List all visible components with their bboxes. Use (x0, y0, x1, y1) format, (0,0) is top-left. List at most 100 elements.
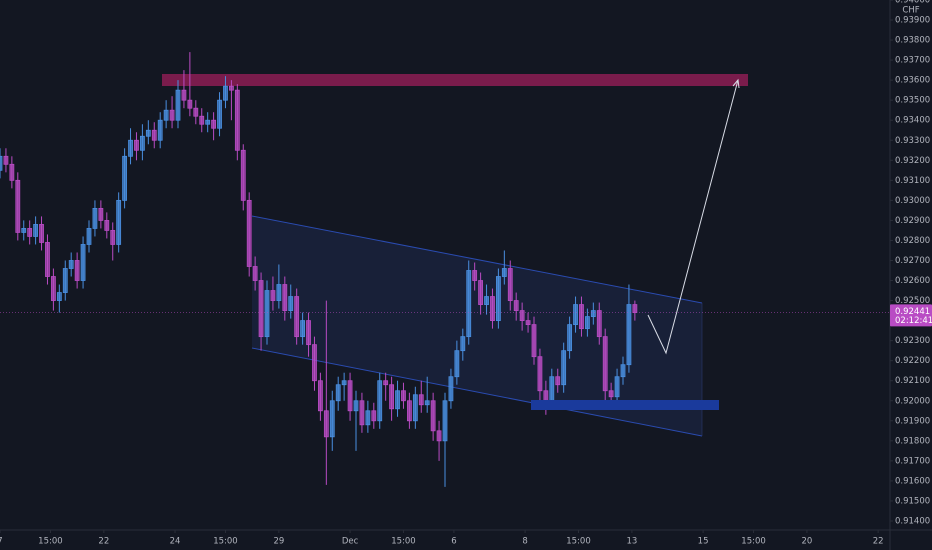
candle-body (519, 310, 525, 322)
countdown-label: 02:12:41 (895, 316, 932, 326)
candle-body (181, 89, 187, 101)
y-tick-label: 0.92300 (895, 336, 930, 346)
y-tick-label: 0.93700 (895, 56, 930, 66)
candle-body (234, 89, 240, 151)
y-tick-label: 0.93400 (895, 116, 930, 126)
candle-body (495, 276, 501, 322)
candle-body (9, 163, 15, 181)
x-tick-label: 15 (698, 537, 709, 547)
candle-body (389, 384, 395, 410)
candle-body (211, 119, 217, 129)
candle-body (80, 244, 86, 281)
x-tick-label: 22 (873, 537, 884, 547)
y-tick-label: 0.93500 (895, 96, 930, 106)
candle-body (454, 350, 460, 378)
candle-body (56, 292, 62, 301)
candle-body (525, 320, 531, 326)
y-tick-label: 0.92600 (895, 276, 930, 286)
candle-body (62, 268, 68, 293)
candle-body (602, 336, 608, 392)
candle-body (45, 242, 50, 277)
channel-fill (252, 216, 702, 436)
candle-body (86, 228, 92, 245)
candle-body (555, 376, 561, 386)
candle-body (406, 400, 412, 422)
candle-body (448, 376, 454, 402)
candle-body (365, 410, 371, 426)
candle-body (531, 324, 537, 358)
candle-body (175, 89, 181, 121)
candle-body (626, 304, 632, 366)
x-tick-label: 15:00 (391, 537, 416, 547)
x-tick-label: 24 (170, 537, 181, 547)
candle-body (312, 344, 317, 382)
candle-body (335, 384, 341, 402)
candle-body (68, 260, 74, 269)
candle-body (27, 228, 33, 237)
time-axis (0, 530, 890, 550)
candle-body (567, 324, 572, 352)
candle-body (199, 115, 205, 125)
x-tick-label: 6 (451, 537, 456, 547)
candle-body (104, 220, 110, 231)
candle-body (157, 119, 163, 141)
x-tick-label: 15:00 (741, 537, 766, 547)
candle-body (501, 268, 507, 277)
candle-body (0, 155, 3, 171)
candle-body (300, 320, 306, 338)
candle-body (329, 400, 335, 438)
overlays (0, 78, 890, 410)
x-tick-label: 20 (802, 537, 813, 547)
candle-body (561, 350, 567, 386)
y-tick-label: 0.93100 (895, 176, 930, 186)
x-tick-label: 8 (522, 537, 527, 547)
x-tick-label: Dec (342, 537, 359, 547)
candle-body (585, 316, 590, 330)
candle-body (288, 296, 294, 311)
candle-body (258, 280, 264, 338)
candle-body (490, 296, 495, 322)
candle-body (579, 304, 584, 330)
candle-body (33, 224, 38, 237)
candle-body (537, 356, 543, 392)
candle-body (412, 394, 418, 422)
candle-body (134, 139, 139, 151)
candle-body (620, 364, 626, 378)
candle-body (240, 149, 246, 201)
candle-body (478, 280, 484, 305)
candle-body (359, 400, 365, 426)
candle-body (193, 107, 199, 117)
resistance-zone (162, 74, 748, 86)
y-tick-label: 0.94000 (895, 0, 930, 6)
candle-body (98, 207, 104, 221)
x-tick-label: 13 (626, 537, 637, 547)
candle-body (383, 380, 389, 386)
candle-body (543, 390, 549, 402)
candle-body (466, 270, 472, 338)
candle-body (608, 390, 614, 398)
candle-body (116, 199, 122, 245)
candle-body (442, 400, 448, 442)
candles (0, 52, 638, 487)
candle-body (139, 135, 145, 151)
x-tick-label: 15:00 (566, 537, 591, 547)
candle-body (270, 290, 276, 301)
channel-upper (251, 215, 703, 304)
projection-arrow (647, 79, 739, 355)
candle-body (436, 430, 442, 442)
candle-body (347, 380, 353, 412)
last-price-label: 0.92441 (895, 307, 930, 317)
candle-body (341, 380, 347, 386)
candle-body (110, 230, 116, 245)
candle-body (128, 139, 133, 157)
candle-body (145, 129, 151, 137)
y-tick-label: 0.93200 (895, 156, 930, 166)
candle-body (353, 400, 359, 412)
candle-body (306, 320, 311, 346)
candle-body (151, 129, 157, 141)
candle-body (317, 380, 323, 412)
candle-body (395, 390, 400, 410)
candle-body (163, 109, 169, 121)
support-zone (531, 400, 719, 410)
